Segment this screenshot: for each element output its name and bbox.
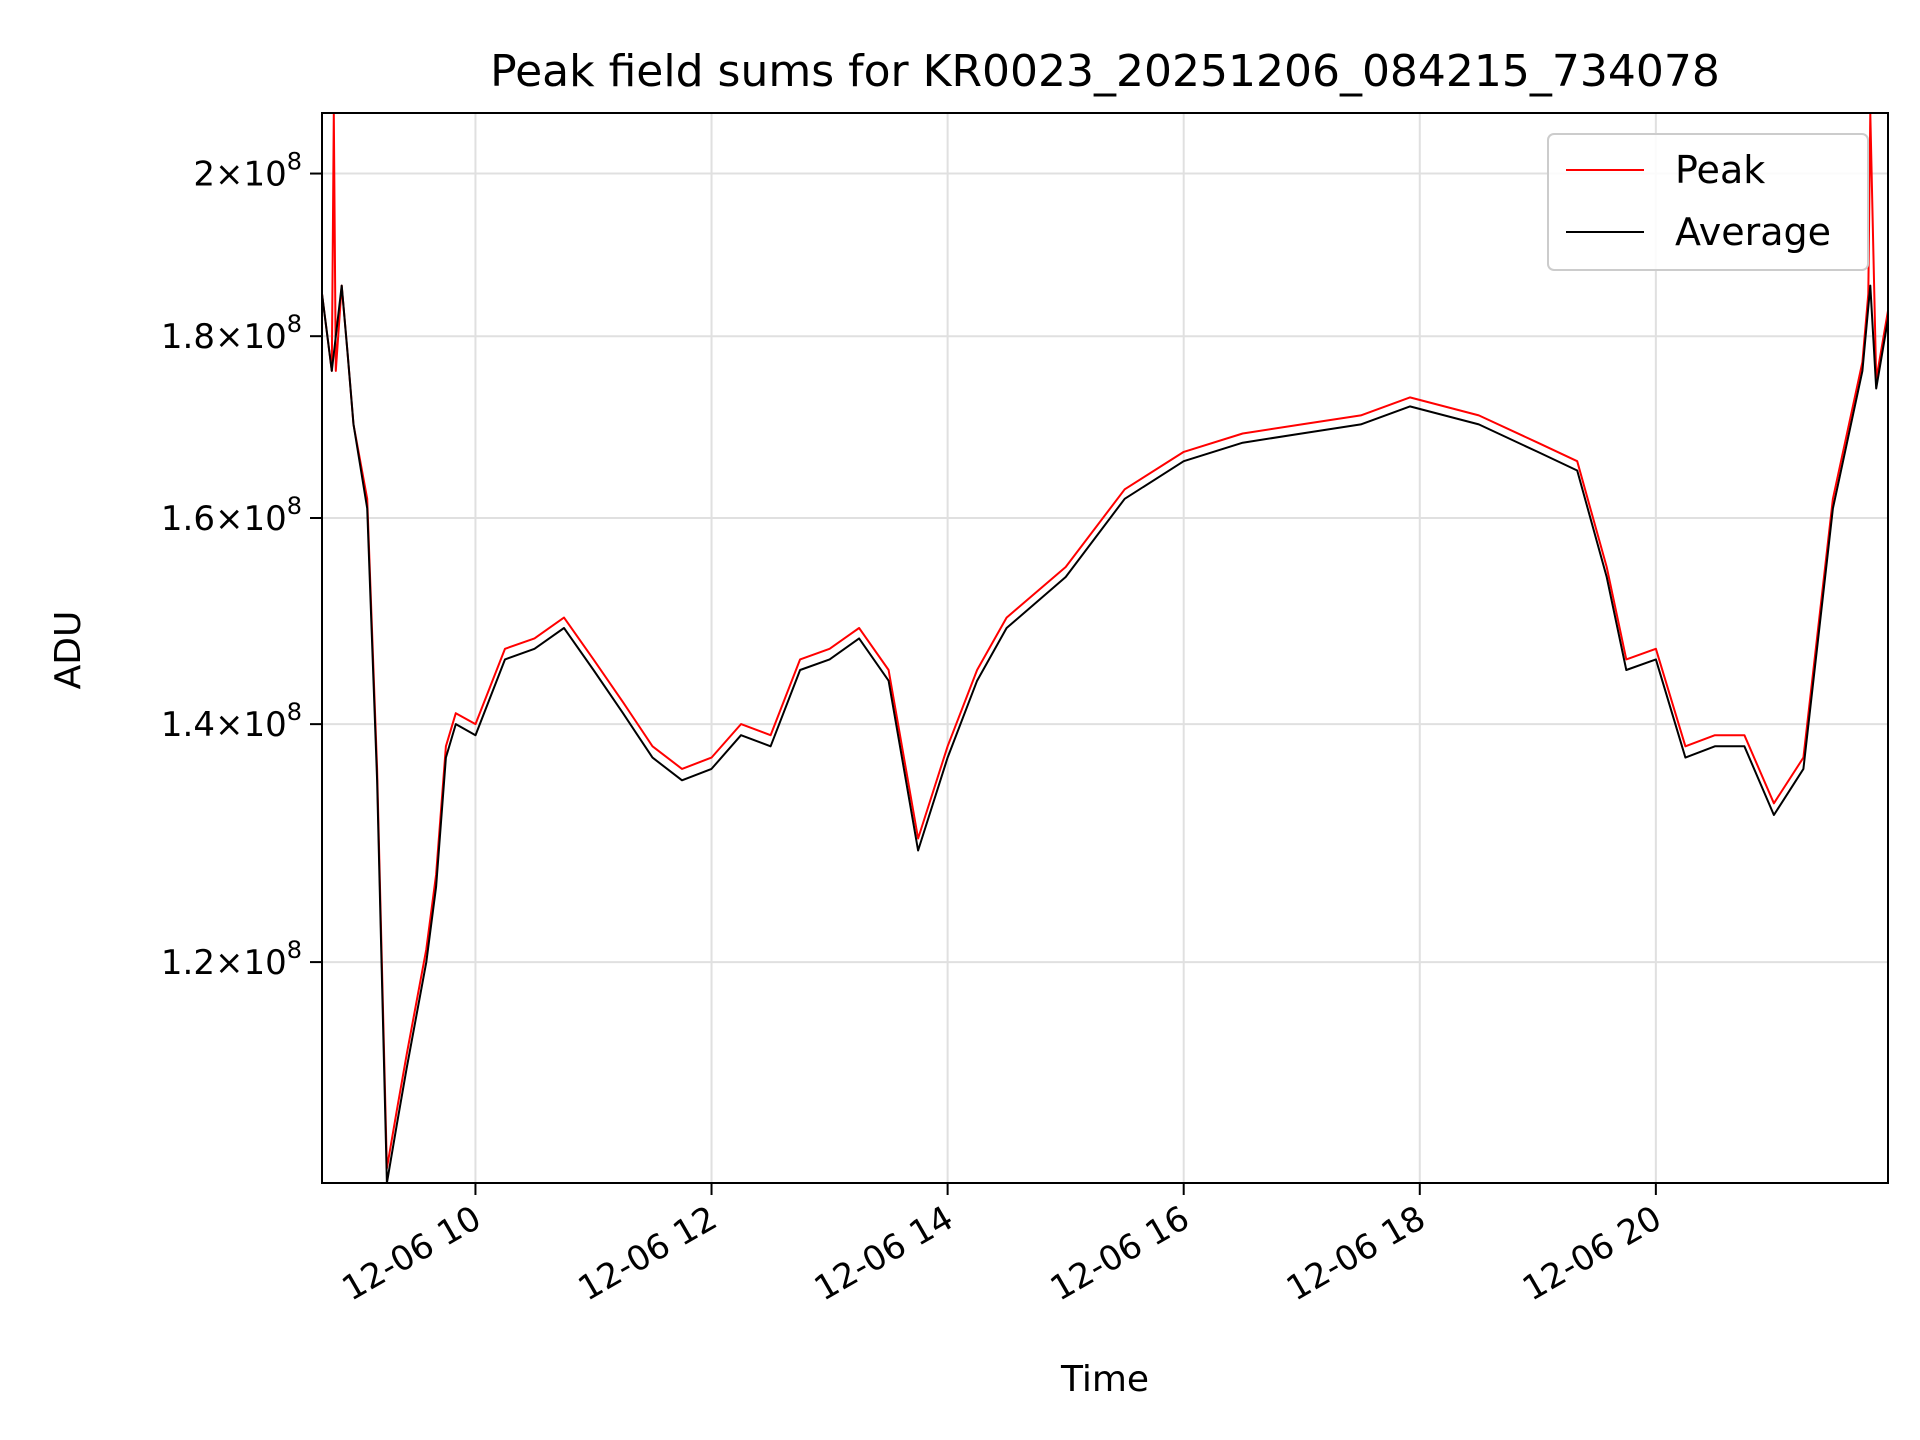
y-tick-label: 1.6×108 <box>161 492 302 539</box>
legend-label-average: Average <box>1675 210 1831 254</box>
x-tick-label: 12-06 20 <box>1516 1198 1668 1309</box>
x-tick-label: 12-06 10 <box>336 1198 488 1309</box>
series-line-average <box>322 284 1888 1183</box>
x-axis-ticks: 12-06 10 12-06 12 12-06 14 12-06 16 12-06 18… <box>336 1183 1668 1309</box>
y-tick-label: 2×108 <box>193 148 302 195</box>
series-line-peak <box>322 113 1888 1170</box>
y-tick-label: 1.8×108 <box>161 310 302 357</box>
y-axis-label: ADU <box>48 611 89 690</box>
x-tick-label: 12-06 16 <box>1044 1198 1196 1309</box>
plot-frame <box>321 112 1889 1184</box>
y-tick-label: 1.2×108 <box>161 936 302 983</box>
legend-box <box>1547 133 1869 271</box>
plot-series <box>322 113 1888 1183</box>
x-tick-label: 12-06 14 <box>808 1198 960 1309</box>
x-axis-label: Time <box>1060 1359 1149 1400</box>
y-axis-ticks: 1.2×108 1.4×108 1.6×108 1.8×108 2×108 <box>161 148 322 983</box>
chart-title: Peak field sums for KR0023_20251206_0842… <box>490 46 1720 97</box>
grid <box>322 113 1888 1183</box>
y-tick-label: 1.4×108 <box>161 698 302 745</box>
legend: Peak Average <box>1547 133 1869 271</box>
x-tick-label: 12-06 18 <box>1280 1198 1432 1309</box>
x-tick-label: 12-06 12 <box>572 1198 724 1309</box>
legend-label-peak: Peak <box>1675 148 1765 192</box>
